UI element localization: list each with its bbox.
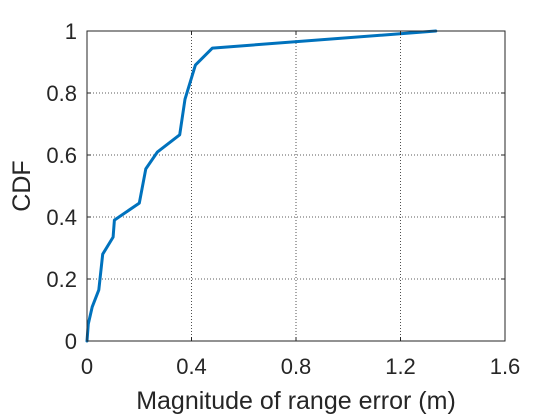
x-tick-label: 0.8 — [281, 354, 312, 379]
x-tick-label: 0 — [81, 354, 93, 379]
plot-area — [87, 31, 505, 341]
y-tick-label: 0.6 — [46, 143, 77, 168]
y-tick-labels: 0 0.2 0.4 0.6 0.8 1 — [46, 19, 77, 354]
x-tick-label: 1.2 — [385, 354, 416, 379]
y-axis-title: CDF — [8, 160, 36, 211]
grid-lines — [87, 31, 505, 341]
x-tick-label: 0.4 — [176, 354, 207, 379]
x-tick-labels: 0 0.4 0.8 1.2 1.6 — [81, 354, 520, 379]
series-layer — [85, 29, 438, 343]
y-tick-label: 0.8 — [46, 81, 77, 106]
cdf-series-line — [85, 29, 438, 343]
x-tick-label: 1.6 — [490, 354, 521, 379]
x-axis-title: Magnitude of range error (m) — [136, 387, 456, 415]
y-tick-label: 0.2 — [46, 267, 77, 292]
tick-marks — [86, 30, 506, 342]
y-tick-label: 1 — [65, 19, 77, 44]
y-tick-label: 0 — [65, 329, 77, 354]
y-tick-label: 0.4 — [46, 205, 77, 230]
